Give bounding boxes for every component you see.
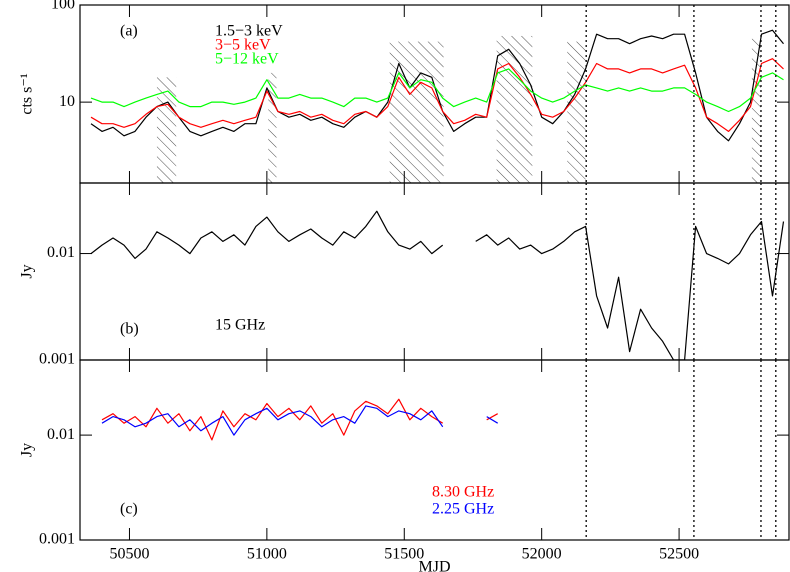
x-tick-label: 51000 [247,546,287,563]
hatched-interval [567,41,586,183]
panel-label: (c) [120,501,138,518]
x-tick-label: 52500 [659,546,699,563]
hatched-interval [751,38,761,183]
plot-area [90,210,785,360]
x-axis-label: MJD [418,559,450,572]
x-tick-label: 52000 [522,546,562,563]
legend-entry: 1.5−3 keV [215,23,283,40]
series-line [90,29,784,142]
legend-entry: 3−5 keV [215,37,271,54]
y-tick-label: 0.001 [39,531,75,548]
series-line [101,405,499,436]
plot-area [101,398,499,441]
panel-frame [79,359,790,541]
panel-label: (b) [120,321,139,338]
legend-entry: 8.30 GHz [432,484,494,501]
annotation: 15 GHz [215,317,265,334]
y-axis-label: cts s⁻¹ [19,73,36,114]
hatched-interval [156,77,177,183]
legend-entry: 5−12 keV [215,51,279,68]
plot-area [90,29,784,183]
y-tick-label: 0.01 [47,426,75,443]
hatched-interval [389,41,444,183]
legend-entry: 2.25 GHz [432,501,494,518]
hatched-interval [268,72,277,183]
x-tick-label: 51500 [384,546,424,563]
y-tick-label: 100 [51,0,75,13]
panel-frame [79,182,790,361]
hatched-interval [496,35,533,183]
panel-label: (a) [120,23,138,40]
y-axis-label: Jy [19,264,36,278]
series-line [90,58,784,132]
y-tick-label: 0.01 [47,244,75,261]
series-line [90,210,785,360]
y-tick-label: 0.001 [39,351,75,368]
y-tick-label: 10 [59,93,75,110]
x-tick-label: 50500 [109,546,149,563]
series-line [90,68,784,113]
y-axis-label: Jy [19,443,36,457]
series-line [101,398,498,441]
